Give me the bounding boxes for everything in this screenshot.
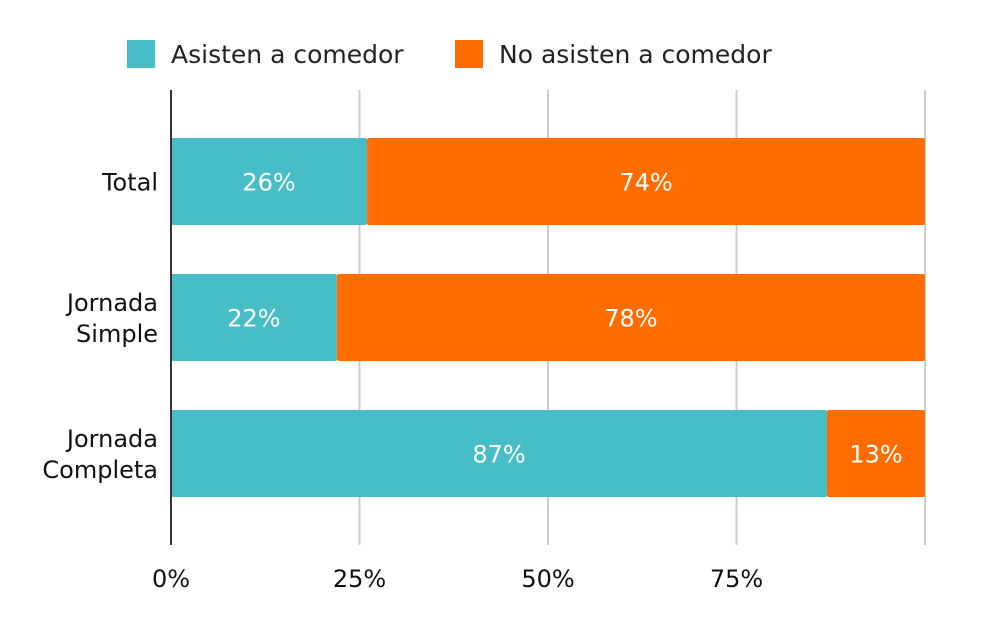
- bar-segment-asisten: [171, 274, 337, 361]
- data-label: 78%: [604, 305, 657, 333]
- legend-label: Asisten a comedor: [171, 40, 404, 69]
- data-label: 26%: [242, 169, 295, 197]
- x-tick-label: 75%: [710, 565, 763, 593]
- bar-segment-no-asisten: [336, 274, 925, 361]
- category-label: Jornada Completa: [42, 425, 158, 484]
- data-label: 22%: [227, 305, 280, 333]
- category-label: Jornada Simple: [65, 289, 158, 348]
- bar-segment-asisten: [171, 410, 827, 497]
- data-label: 87%: [472, 441, 525, 469]
- x-tick-label: 25%: [333, 565, 386, 593]
- legend-label: No asisten a comedor: [499, 40, 772, 69]
- legend: Asisten a comedor No asisten a comedor: [127, 40, 772, 69]
- x-tick-label: 50%: [521, 565, 574, 593]
- bar-segment-no-asisten: [826, 410, 925, 497]
- axis-layer: 0% 25% 50% 75% Total Jornada Simple Jornada Comp…: [42, 90, 763, 593]
- category-label: Total: [101, 169, 158, 197]
- bar-segment-no-asisten: [367, 138, 925, 225]
- label-layer: 26% 74% 22% 78% 87% 13%: [227, 169, 902, 469]
- x-tick-label: 0%: [152, 565, 190, 593]
- bar-segment-asisten: [171, 138, 368, 225]
- legend-swatch: [127, 40, 155, 68]
- data-label: 74%: [619, 169, 672, 197]
- legend-swatch: [455, 40, 483, 68]
- bar-layer: [171, 138, 925, 497]
- data-label: 13%: [849, 441, 902, 469]
